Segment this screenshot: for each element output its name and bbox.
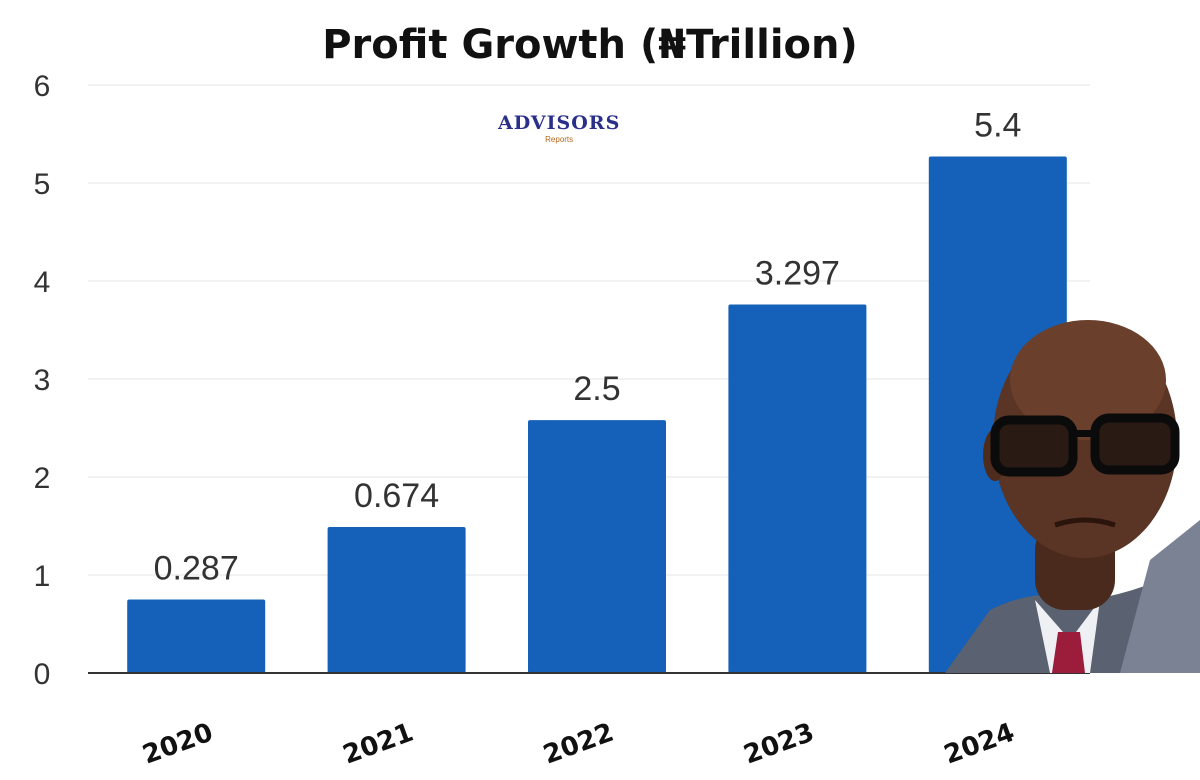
data-label: 5.4 xyxy=(974,107,1021,145)
bar-2021 xyxy=(327,526,466,673)
data-label: 0.674 xyxy=(354,477,439,515)
x-tick-label: 2020 xyxy=(139,718,217,771)
data-label: 0.287 xyxy=(154,550,239,588)
y-tick-label: 6 xyxy=(34,70,51,103)
data-label: 2.5 xyxy=(573,370,620,408)
bar-2020 xyxy=(127,599,266,673)
y-tick-label: 1 xyxy=(34,560,51,593)
x-tick-label: 2021 xyxy=(339,718,417,771)
watermark-main: ADVISORS xyxy=(498,112,621,134)
bar-2022 xyxy=(528,420,666,673)
x-tick-label: 2024 xyxy=(940,718,1018,771)
y-tick-label: 5 xyxy=(34,168,51,201)
y-tick-label: 2 xyxy=(34,462,51,495)
watermark-sub: Reports xyxy=(545,135,574,144)
x-tick-label: 2022 xyxy=(540,718,618,771)
watermark-logo: ADVISORS Reports xyxy=(498,112,620,144)
bar-2024 xyxy=(928,156,1067,674)
data-label: 3.297 xyxy=(755,255,840,293)
y-tick-label: 0 xyxy=(34,658,51,691)
bar-2023 xyxy=(728,304,867,673)
x-tick-label: 2023 xyxy=(740,718,818,771)
y-tick-label: 3 xyxy=(34,364,51,397)
y-tick-label: 4 xyxy=(34,266,51,299)
chart-title: Profit Growth (₦Trillion) xyxy=(322,22,858,68)
